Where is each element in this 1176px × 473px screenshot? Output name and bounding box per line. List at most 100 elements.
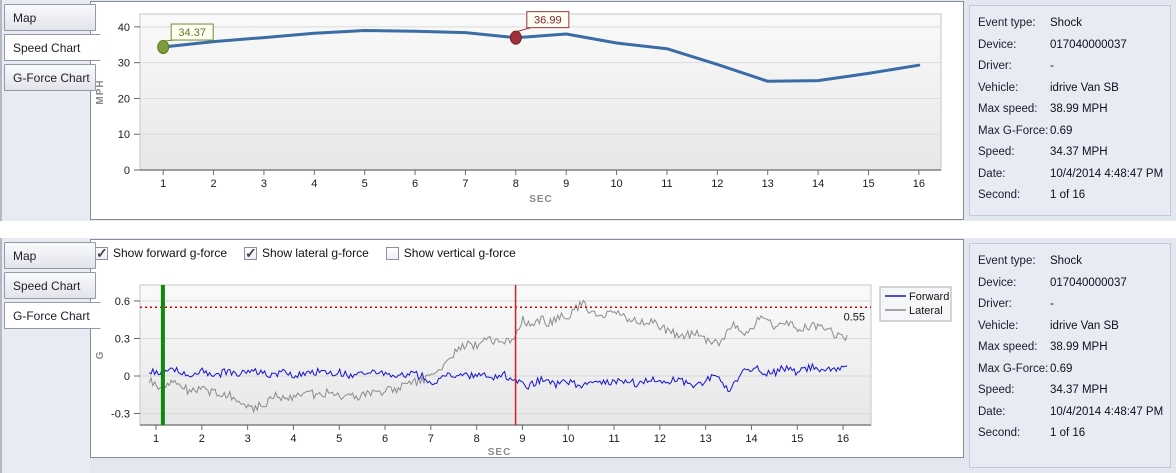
- checkbox-label: Show lateral g-force: [262, 246, 369, 260]
- info-value: 0.69: [1050, 362, 1073, 375]
- annotation-label: 36.99: [534, 15, 562, 27]
- x-tick-label: 2: [199, 433, 205, 445]
- x-tick-label: 5: [362, 178, 368, 190]
- y-tick-label: 20: [118, 93, 130, 105]
- checked-checkbox-icon[interactable]: [244, 245, 258, 262]
- info-label: Date:: [978, 405, 1006, 418]
- gforce-panel: Map Speed Chart G-Force Chart Show forward…: [0, 238, 1176, 473]
- info-value: 1 of 16: [1050, 189, 1086, 201]
- annotation-box: [526, 11, 570, 29]
- y-tick-label: 0.3: [115, 334, 130, 346]
- y-tick-label: 40: [118, 22, 130, 34]
- info-label: Speed:: [978, 384, 1015, 396]
- event-info-panel-top: Event type: Shock Device: 017040000037 Drive…: [969, 5, 1171, 216]
- tab-speed-chart[interactable]: Speed Chart: [4, 34, 101, 61]
- info-label: Event type:: [978, 255, 1036, 267]
- gforce-plot-area[interactable]: [139, 284, 872, 426]
- data-point-marker[interactable]: [509, 30, 522, 45]
- legend-label: Lateral: [909, 305, 943, 317]
- x-axis-title: SEC: [529, 194, 553, 205]
- series-line-forward: [148, 362, 848, 393]
- info-value: 1 of 16: [1050, 427, 1086, 439]
- data-point-marker[interactable]: [157, 40, 170, 55]
- x-tick-label: 6: [382, 433, 388, 445]
- info-label: Driver:: [978, 298, 1012, 310]
- info-label: Max G-Force:: [978, 124, 1049, 137]
- y-axis-title: G: [95, 351, 106, 360]
- speed-line: [161, 29, 921, 83]
- tab-map[interactable]: Map: [4, 4, 96, 31]
- gforce-chart-container: Show forward g-force Show lateral g-force…: [90, 239, 964, 458]
- info-label: Max speed:: [978, 341, 1038, 353]
- x-tick-label: 15: [791, 433, 803, 445]
- y-tick-label: -0.3: [111, 409, 130, 421]
- tab-g-force-chart[interactable]: G-Force Chart: [4, 64, 96, 91]
- x-tick-label: 14: [812, 178, 824, 190]
- annotation-label: 34.37: [178, 27, 206, 39]
- legend-box: [879, 286, 952, 322]
- y-tick-label: 0: [124, 371, 130, 383]
- series-line-lateral: [148, 299, 848, 414]
- info-label: Event type:: [978, 17, 1036, 29]
- checkbox-show-forward-g-force[interactable]: Show forward g-force: [95, 245, 228, 262]
- info-row: Max G-Force: 0.69: [978, 121, 1170, 143]
- x-tick-label: 16: [837, 433, 849, 445]
- info-value: idrive Van SB: [1050, 319, 1119, 332]
- checkbox-label: Show forward g-force: [113, 246, 228, 260]
- gforce-chart[interactable]: 0.60.30-0.31 2 3 4 5 6 7 8 9 10 11 12 13 14 15 16SECG0.…: [91, 266, 963, 457]
- info-value: -: [1050, 298, 1054, 310]
- y-tick-label: 10: [118, 129, 130, 141]
- x-axis-title: SEC: [488, 447, 512, 457]
- panel-divider: [0, 221, 1176, 238]
- info-row: Vehicle: idrive Van SB: [978, 316, 1170, 338]
- tab-map[interactable]: Map: [4, 242, 96, 269]
- tab-speed-chart[interactable]: Speed Chart: [4, 272, 96, 299]
- info-row: Date: 10/4/2014 4:48:47 PM: [978, 402, 1170, 424]
- checkbox-show-vertical-g-force[interactable]: Show vertical g-force: [385, 246, 516, 260]
- x-tick-label: 11: [608, 433, 619, 445]
- info-row: Date: 10/4/2014 4:48:47 PM: [978, 164, 1170, 186]
- x-tick-label: 13: [762, 178, 774, 190]
- x-tick-label: 2: [210, 178, 216, 190]
- checked-checkbox-icon[interactable]: [95, 245, 108, 262]
- x-tick-label: 1: [153, 433, 159, 445]
- checkbox-show-lateral-g-force[interactable]: Show lateral g-force: [244, 245, 369, 262]
- info-value: idrive Van SB: [1050, 81, 1119, 94]
- info-row: Second: 1 of 16: [978, 185, 1170, 207]
- gforce-checkbox-row: Show forward g-force Show lateral g-force…: [91, 240, 963, 266]
- x-tick-label: 3: [261, 178, 267, 190]
- speed-chart-container: 0 10 20 30 40 1 2 3 4 5 6 7 8 9 10 11 12 13 14 15 16 SEC MPH 34…: [90, 1, 964, 220]
- x-tick-label: 14: [745, 433, 757, 445]
- x-tick-label: 15: [862, 178, 874, 190]
- info-value: Shock: [1050, 17, 1082, 29]
- info-row: Max speed: 38.99 MPH: [978, 337, 1170, 359]
- info-label: Second:: [978, 427, 1021, 439]
- checkbox-label: Show vertical g-force: [403, 246, 516, 260]
- info-label: Second:: [978, 189, 1021, 201]
- event-info-panel-bottom: Event type: Shock Device: 017040000037 Drive…: [969, 243, 1171, 468]
- info-row: Event type: Shock: [978, 13, 1170, 35]
- info-row: Device: 017040000037: [978, 273, 1170, 295]
- info-row: Max speed: 38.99 MPH: [978, 99, 1170, 121]
- x-tick-label: 13: [700, 433, 712, 445]
- speed-plot-area[interactable]: [139, 13, 942, 171]
- info-label: Driver:: [978, 60, 1012, 72]
- speed-panel: Map Speed Chart G-Force Chart 0 10 20 30 40 1 2 3…: [0, 0, 1176, 221]
- info-row: Driver: -: [978, 294, 1170, 316]
- info-label: Device:: [978, 276, 1017, 289]
- x-tick-label: 3: [245, 433, 251, 445]
- y-tick-label: 30: [118, 58, 130, 70]
- gforce-panel-tabstrip: Map Speed Chart G-Force Chart: [2, 238, 101, 473]
- x-tick-label: 8: [474, 433, 480, 445]
- x-tick-label: 12: [711, 178, 723, 190]
- unchecked-checkbox-icon[interactable]: [385, 246, 399, 260]
- info-label: Speed:: [978, 146, 1015, 158]
- info-value: 0.69: [1050, 124, 1073, 137]
- tab-g-force-chart[interactable]: G-Force Chart: [4, 302, 101, 329]
- y-tick-label: 0: [124, 165, 130, 177]
- x-tick-label: 9: [519, 433, 525, 445]
- info-value: 017040000037: [1050, 276, 1127, 289]
- info-value: 34.37 MPH: [1050, 384, 1108, 396]
- info-label: Vehicle:: [978, 319, 1019, 332]
